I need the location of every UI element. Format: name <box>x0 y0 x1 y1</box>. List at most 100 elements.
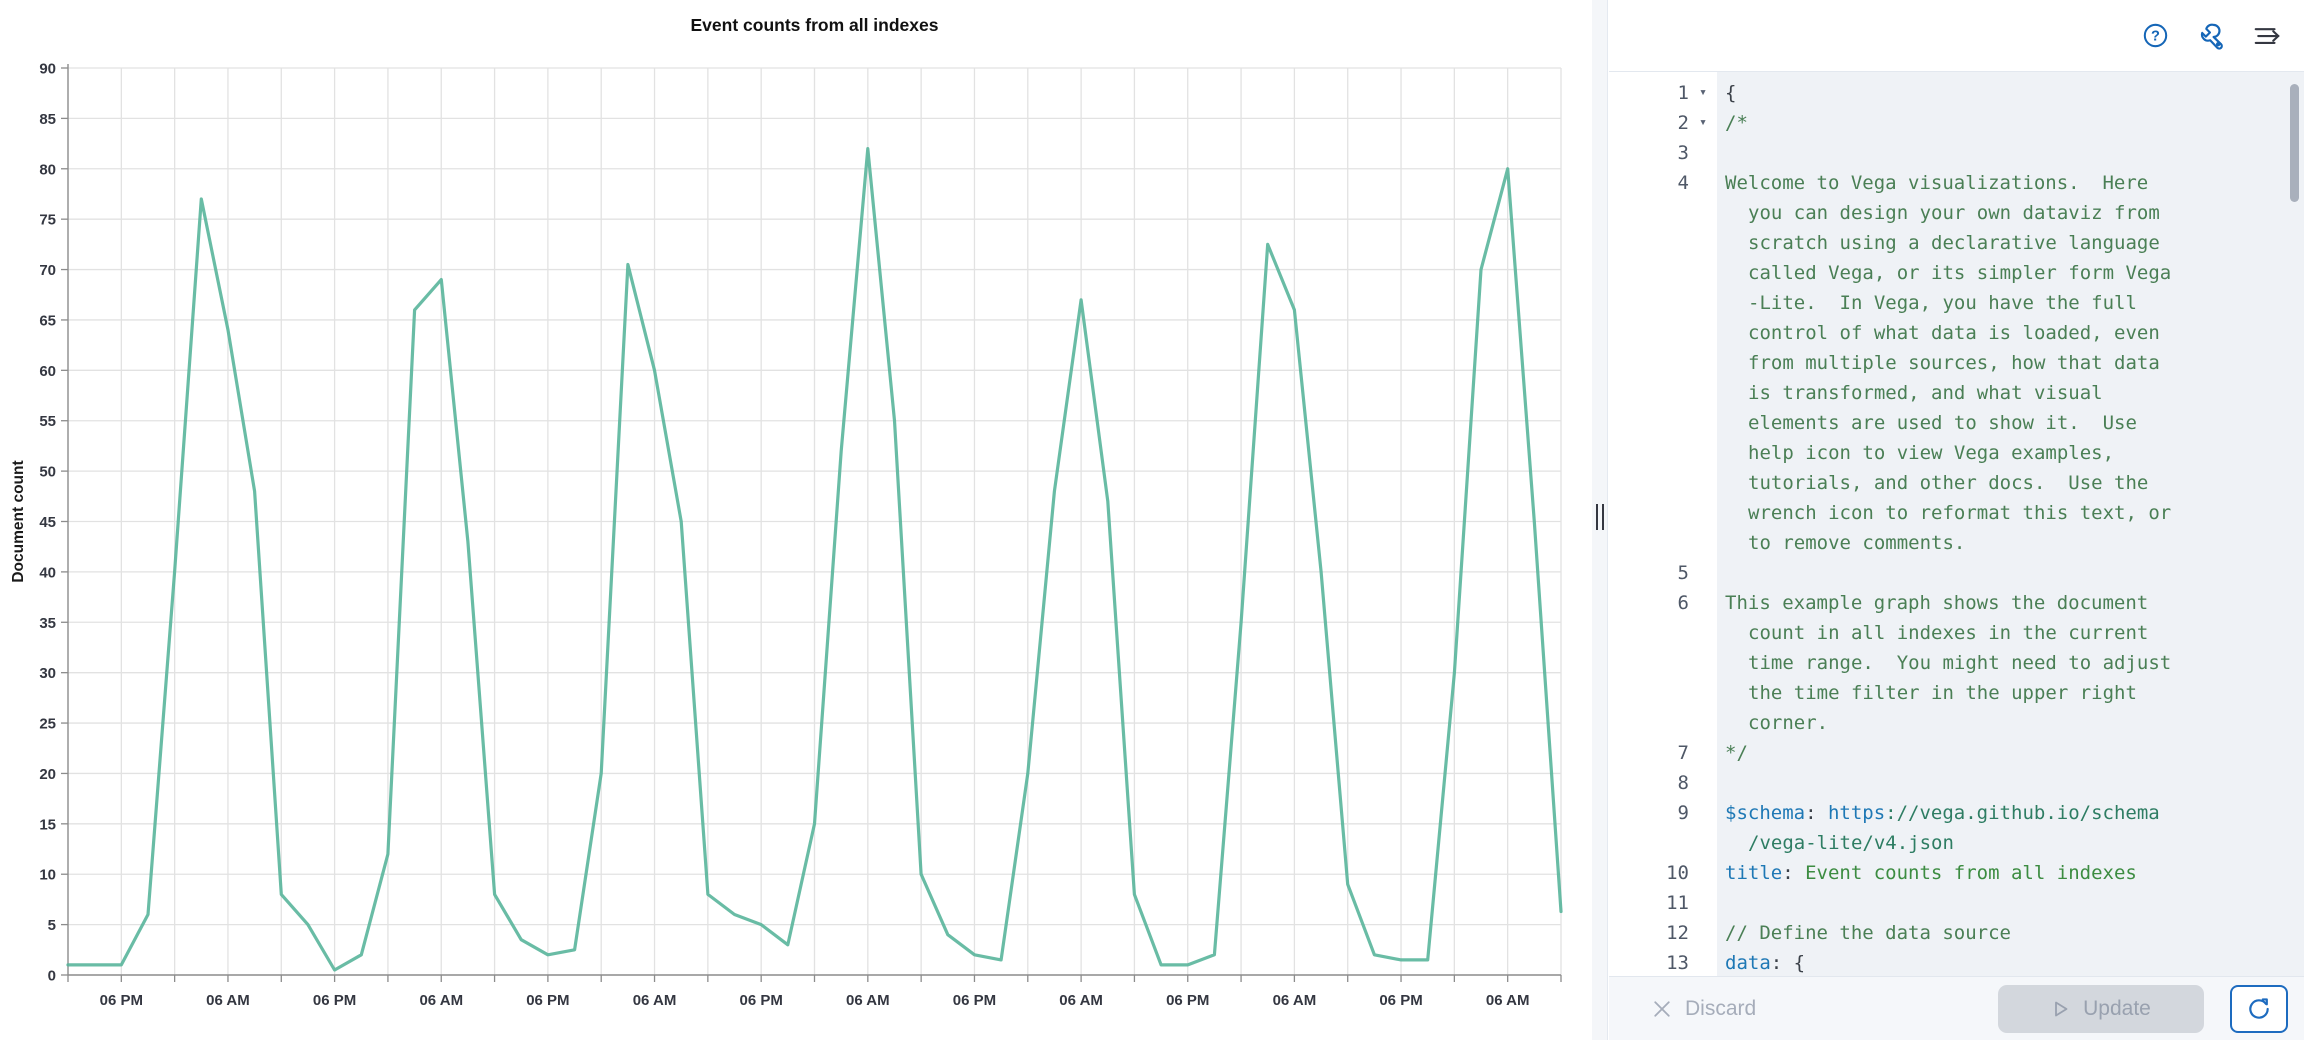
editor-line[interactable]: to remove comments. <box>1609 528 2304 558</box>
fold-gutter <box>1689 828 1717 858</box>
code-text <box>1717 888 2304 918</box>
fold-gutter <box>1689 348 1717 378</box>
line-number <box>1609 198 1689 228</box>
fold-gutter <box>1689 468 1717 498</box>
help-button[interactable]: ? <box>2140 21 2170 51</box>
code-text: data: { <box>1725 952 1806 974</box>
y-tick-label: 35 <box>39 615 56 632</box>
reformat-button[interactable] <box>2196 21 2226 51</box>
x-tick-label: 06 PM <box>313 992 356 1009</box>
editor-line[interactable]: time range. You might need to adjust <box>1609 648 2304 678</box>
editor-line[interactable]: scratch using a declarative language <box>1609 228 2304 258</box>
code-text: the time filter in the upper right <box>1748 682 2137 704</box>
code-text: from multiple sources, how that data <box>1748 352 2160 374</box>
y-tick-label: 65 <box>39 312 56 329</box>
editor-line[interactable]: help icon to view Vega examples, <box>1609 438 2304 468</box>
code-text: is transformed, and what visual <box>1748 382 2103 404</box>
editor-line[interactable]: 8 <box>1609 768 2304 798</box>
fold-gutter <box>1689 738 1717 768</box>
resize-handle-icon[interactable] <box>1595 504 1604 530</box>
editor-line[interactable]: called Vega, or its simpler form Vega <box>1609 258 2304 288</box>
y-axis-title: Document count <box>10 460 27 582</box>
y-tick-label: 90 <box>39 61 56 78</box>
editor-line[interactable]: -Lite. In Vega, you have the full <box>1609 288 2304 318</box>
line-number: 6 <box>1677 592 1689 614</box>
code-text: wrench icon to reformat this text, or <box>1748 502 2172 524</box>
editor-line[interactable]: 4 Welcome to Vega visualizations. Here <box>1609 168 2304 198</box>
editor-line[interactable]: 9 $schema: https://vega.github.io/schema <box>1609 798 2304 828</box>
x-tick-label: 06 AM <box>206 992 250 1009</box>
document-count-line <box>66 147 1563 972</box>
update-label: Update <box>2083 996 2151 1020</box>
y-tick-label: 70 <box>39 262 56 279</box>
fold-gutter <box>1689 378 1717 408</box>
panel-resizer[interactable] <box>1592 0 1608 1040</box>
code-text: This example graph shows the document <box>1725 592 2149 614</box>
editor-line[interactable]: 3 <box>1609 138 2304 168</box>
visualization-pane: 0 5 10 15 20 25 30 35 40 45 50 55 60 65 70 75 80 85 90 06 P… <box>10 15 1563 1009</box>
y-tick-label: 85 <box>39 111 56 128</box>
fold-gutter <box>1689 768 1717 798</box>
editor-line[interactable]: /vega-lite/v4.json <box>1609 828 2304 858</box>
editor-line[interactable]: the time filter in the upper right <box>1609 678 2304 708</box>
code-text: -Lite. In Vega, you have the full <box>1748 292 2137 314</box>
x-tick-label: 06 AM <box>419 992 463 1009</box>
code-text: /* <box>1725 112 1748 134</box>
code-editor[interactable]: 1 ▾ { 2 ▾ /* 3 4 Welcome to Vega visualizations.… <box>1609 72 2304 976</box>
refresh-button[interactable] <box>2230 984 2288 1033</box>
editor-line[interactable]: is transformed, and what visual <box>1609 378 2304 408</box>
editor-line[interactable]: count in all indexes in the current <box>1609 618 2304 648</box>
code-text: corner. <box>1748 712 1829 734</box>
line-number <box>1609 288 1689 318</box>
editor-line[interactable]: control of what data is loaded, even <box>1609 318 2304 348</box>
editor-line[interactable]: 6 This example graph shows the document <box>1609 588 2304 618</box>
editor-line[interactable]: 11 <box>1609 888 2304 918</box>
editor-line[interactable]: from multiple sources, how that data <box>1609 348 2304 378</box>
line-number <box>1609 468 1689 498</box>
y-tick-label: 10 <box>39 867 56 884</box>
editor-line[interactable]: corner. <box>1609 708 2304 738</box>
fold-gutter <box>1689 588 1717 618</box>
y-tick-label: 15 <box>39 816 56 833</box>
update-button[interactable]: Update <box>1998 984 2204 1033</box>
code-text: help icon to view Vega examples, <box>1748 442 2115 464</box>
line-number: 7 <box>1677 742 1689 764</box>
line-number: 4 <box>1677 172 1689 194</box>
fold-caret-icon[interactable]: ▾ <box>1699 85 1707 100</box>
editor-line[interactable]: 2 ▾ /* <box>1609 108 2304 138</box>
code-text: Welcome to Vega visualizations. Here <box>1725 172 2149 194</box>
editor-line[interactable]: tutorials, and other docs. Use the <box>1609 468 2304 498</box>
code-text: tutorials, and other docs. Use the <box>1748 472 2149 494</box>
code-text: called Vega, or its simpler form Vega <box>1748 262 2172 284</box>
y-tick-label: 50 <box>39 464 56 481</box>
editor-line[interactable]: wrench icon to reformat this text, or <box>1609 498 2304 528</box>
fold-gutter <box>1689 258 1717 288</box>
editor-line[interactable]: 13 data: { <box>1609 948 2304 976</box>
editor-line[interactable]: 12 // Define the data source <box>1609 918 2304 948</box>
y-tick-label: 55 <box>39 413 56 430</box>
fold-gutter <box>1689 168 1717 198</box>
x-tick-label: 06 AM <box>846 992 890 1009</box>
line-number <box>1609 828 1689 858</box>
line-number <box>1609 348 1689 378</box>
fold-caret-icon[interactable]: ▾ <box>1699 115 1707 130</box>
editor-line[interactable]: 5 <box>1609 558 2304 588</box>
apply-menu-button[interactable] <box>2252 21 2282 51</box>
editor-line[interactable]: 7 */ <box>1609 738 2304 768</box>
refresh-icon <box>2249 997 2269 1019</box>
x-tick-label: 06 AM <box>633 992 677 1009</box>
editor-lines: 1 ▾ { 2 ▾ /* 3 4 Welcome to Vega visualizations.… <box>1609 78 2304 976</box>
code-text <box>1717 138 2304 168</box>
line-number <box>1609 258 1689 288</box>
editor-line[interactable]: 1 ▾ { <box>1609 78 2304 108</box>
line-number <box>1609 438 1689 468</box>
line-number <box>1609 498 1689 528</box>
editor-line[interactable]: elements are used to show it. Use <box>1609 408 2304 438</box>
line-number <box>1609 648 1689 678</box>
discard-button[interactable]: Discard <box>1653 997 1756 1021</box>
editor-scrollbar[interactable] <box>2290 84 2299 202</box>
editor-line[interactable]: 10 title: Event counts from all indexes <box>1609 858 2304 888</box>
code-text: control of what data is loaded, even <box>1748 322 2160 344</box>
editor-line[interactable]: you can design your own dataviz from <box>1609 198 2304 228</box>
line-number: 2 <box>1677 112 1689 134</box>
